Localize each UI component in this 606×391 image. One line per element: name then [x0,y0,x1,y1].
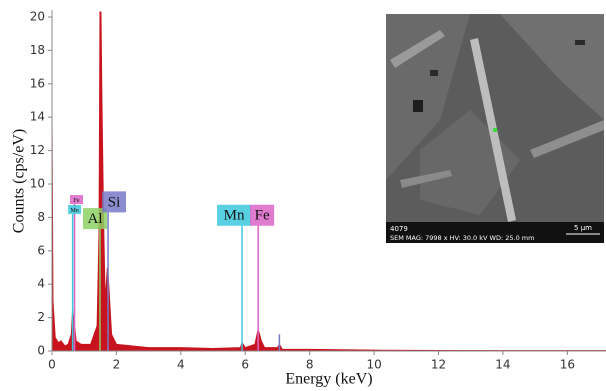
element-label: Al [87,211,102,227]
scale-bar-label: 5 µm [574,224,592,232]
y-tick-label: 18 [30,43,45,57]
element-label: Fe [255,208,270,224]
x-tick-label: 0 [48,358,56,372]
x-tick-label: 4 [177,358,185,372]
sem-image: 4079 SEM MAG: 7998 x HV: 30.0 kV WD: 25.… [386,14,604,243]
y-tick-label: 10 [30,177,45,191]
y-tick-label: 14 [30,110,45,124]
y-tick-label: 12 [30,143,45,157]
x-tick-label: 2 [113,358,121,372]
y-tick-label: 20 [30,10,45,24]
y-tick-label: 2 [37,310,45,324]
y-tick-label: 4 [37,277,45,291]
y-axis-label: Counts (cps/eV) [11,129,28,233]
y-tick-label: 0 [37,344,45,358]
element-label: Mn [224,208,245,224]
x-tick-label: 8 [306,358,314,372]
x-tick-label: 12 [431,358,446,372]
x-tick-label: 10 [366,358,381,372]
x-tick-label: 6 [241,358,249,372]
inset-id: 4079 [390,225,408,233]
inset-info: SEM MAG: 7998 x HV: 30.0 kV WD: 25.0 mm [390,234,534,242]
y-tick-label: 8 [37,210,45,224]
y-tick-label: 16 [30,76,45,90]
element-label: Si [108,194,121,210]
element-label: Fe [74,198,80,204]
x-axis-label: Energy (keV) [285,371,372,387]
x-tick-label: 14 [495,358,510,372]
element-label: Mn [70,208,78,214]
x-tick-label: 16 [560,358,575,372]
y-tick-label: 6 [37,243,45,257]
chart: 4079 SEM MAG: 7998 x HV: 30.0 kV WD: 25.… [0,0,606,387]
